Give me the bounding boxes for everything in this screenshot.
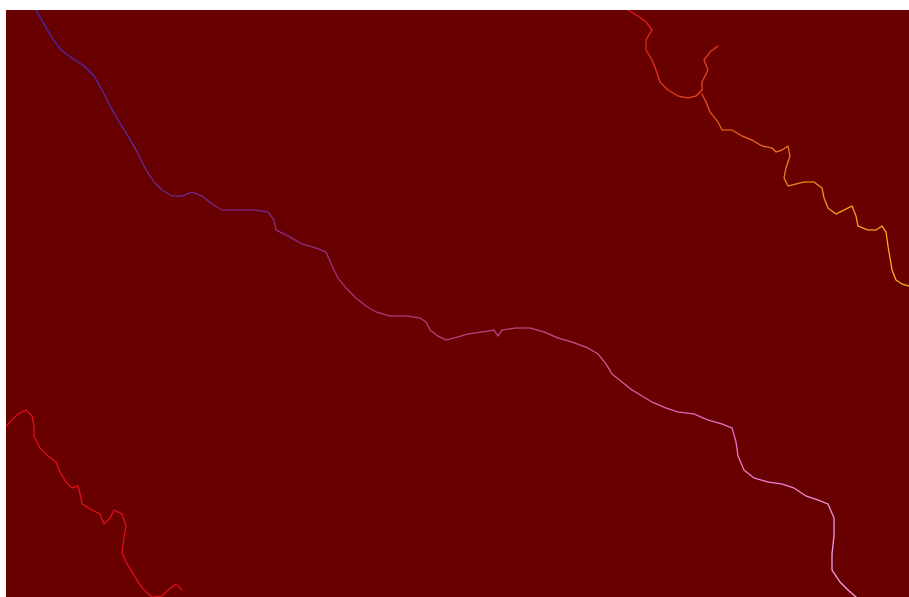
- map-canvas[interactable]: [6, 10, 909, 597]
- map-background: [6, 10, 909, 597]
- main-river-line[interactable]: [35, 10, 857, 597]
- northeast-river-line[interactable]: [627, 10, 909, 287]
- map-svg[interactable]: [6, 10, 909, 597]
- southwest-river-line[interactable]: [6, 409, 183, 597]
